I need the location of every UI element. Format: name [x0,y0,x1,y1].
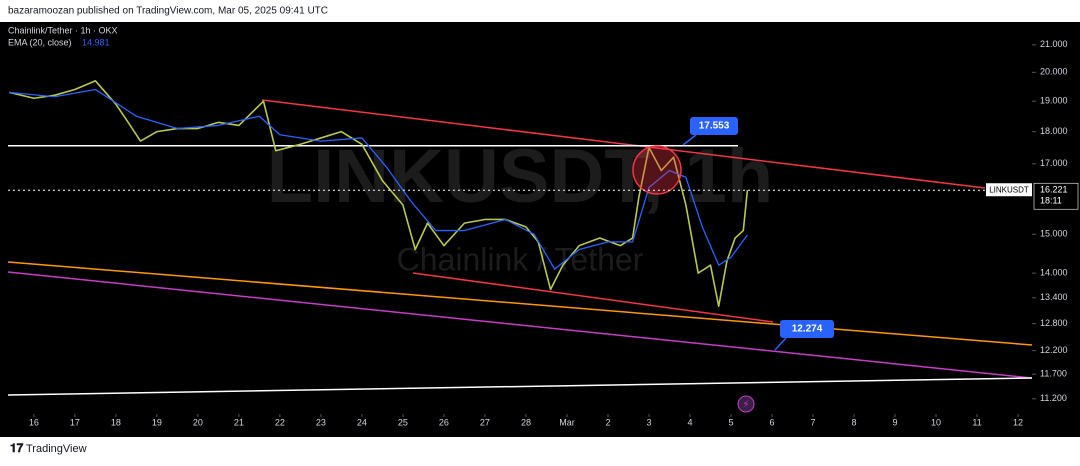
trendline [7,377,1033,396]
footer-text: TradingView [26,443,87,455]
y-tick-label: 21.000 [1040,39,1068,49]
y-tick-label: 20.000 [1040,67,1068,77]
x-tick-label: 22 [275,417,285,427]
y-tick-label: 11.200 [1040,393,1067,403]
callout-box [780,320,834,338]
event-icon[interactable] [737,395,755,413]
x-tick-label: 24 [357,417,367,427]
watermark-subtitle: Chainlink / Tether [397,241,644,277]
x-tick-label: 11 [972,417,981,427]
callout-pointer [682,134,697,146]
x-tick-label: 12 [1013,417,1023,427]
header-text: bazaramoozan published on TradingView.co… [8,6,328,17]
x-tick-label: 23 [316,417,326,427]
y-tick-label: 13.400 [1040,292,1068,302]
legend-entry: EMA (20, close) [8,37,72,47]
trendline [261,99,986,189]
callout-label: 12.274 [792,324,823,335]
x-tick-label: 2 [605,417,610,427]
trendline [412,272,774,323]
symbol-tag [986,183,1032,197]
x-tick-label: 27 [480,417,490,427]
trendline [7,261,1033,346]
x-tick-label: 21 [234,417,244,427]
countdown-label: 18:11 [1040,196,1062,206]
x-tick-label: 6 [769,417,774,427]
footer-logo: 𝟏𝟕 [10,441,24,455]
x-tick-label: 18 [111,417,121,427]
trendlines [7,99,1033,396]
symbol-label: LINKUSDT [989,185,1029,194]
x-tick-label: 7 [811,417,816,427]
trendline [7,271,1033,379]
y-tick-label: 15.000 [1040,229,1068,239]
y-tick-label: 19.000 [1040,96,1068,106]
y-tick-label: 14.000 [1040,268,1068,278]
x-tick-label: 16 [29,417,39,427]
last-price-label: 16.221 [1040,185,1068,195]
x-tick-label: 20 [193,417,203,427]
y-tick-label: 11.700 [1040,369,1067,379]
x-tick-label: 8 [852,417,857,427]
x-tick-label: Mar [559,417,575,427]
highlight-circle [632,145,682,195]
footer-bar [0,437,1080,461]
y-tick-label: 18.000 [1040,126,1068,136]
callout-pointer [774,337,787,351]
x-tick-label: 26 [439,417,449,427]
price-axis [1032,22,1080,414]
x-tick-label: 25 [398,417,408,427]
x-tick-label: 3 [646,417,651,427]
x-tick-label: 19 [152,417,162,427]
event-icon-glyph: ⚡ [742,400,749,411]
callout-box [690,117,738,135]
header-bar [0,0,1080,22]
y-tick-label: 17.000 [1040,158,1068,168]
x-tick-label: 4 [687,417,692,427]
watermark: LINKUSDT, 1h [267,134,774,219]
x-tick-label: 9 [893,417,898,427]
y-tick-label: 12.800 [1040,318,1068,328]
price-tag [1033,182,1079,210]
chart-background [0,22,1080,437]
legend-value: 14.981 [82,37,110,47]
chart-title: Chainlink/Tether · 1h · OKX [8,25,118,35]
x-tick-label: 28 [521,417,531,427]
callout-label: 17.553 [699,121,730,132]
x-tick-label: 17 [70,417,80,427]
y-tick-label: 12.200 [1040,345,1068,355]
x-tick-label: 5 [728,417,733,427]
x-tick-label: 10 [931,417,941,427]
